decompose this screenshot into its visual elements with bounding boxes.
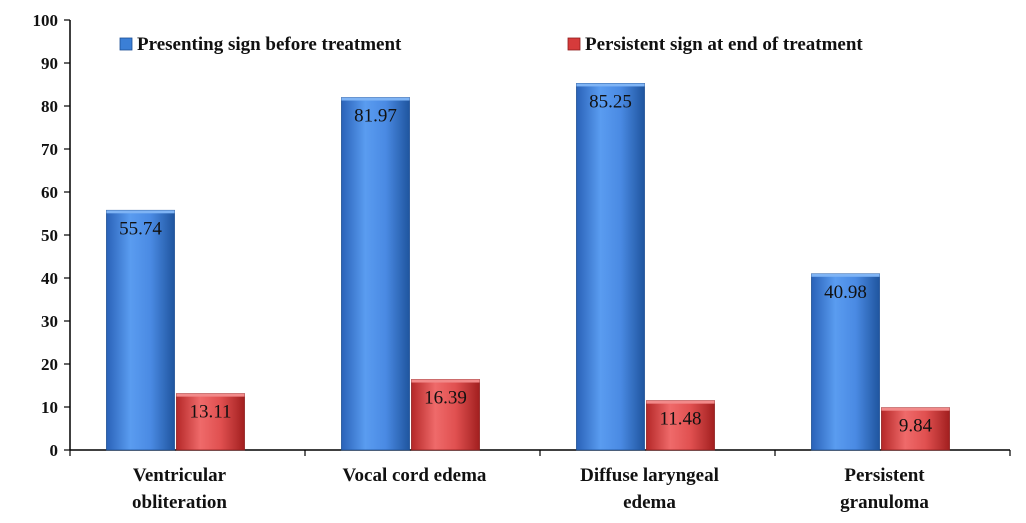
y-tick-label: 80 bbox=[41, 97, 58, 116]
y-tick-label: 20 bbox=[41, 355, 58, 374]
y-tick-label: 60 bbox=[41, 183, 58, 202]
y-tick-label: 70 bbox=[41, 140, 58, 159]
data-label: 13.11 bbox=[189, 402, 231, 423]
bar-top-cap bbox=[576, 83, 645, 87]
data-label: 40.98 bbox=[824, 282, 867, 303]
data-label: 55.74 bbox=[119, 218, 162, 239]
y-tick-label: 90 bbox=[41, 54, 58, 73]
bar-top-cap bbox=[341, 97, 410, 101]
data-label: 16.39 bbox=[424, 388, 467, 409]
legend-swatch bbox=[119, 37, 133, 51]
bar-before-treatment bbox=[106, 209, 175, 451]
x-tick-label: edema bbox=[623, 492, 676, 513]
y-tick-label: 100 bbox=[33, 11, 59, 30]
x-tick-label: granuloma bbox=[840, 492, 929, 513]
data-label: 85.25 bbox=[589, 91, 632, 112]
bar-top-cap bbox=[176, 393, 245, 397]
bar-end-of-treatment bbox=[646, 400, 715, 451]
bar-top-cap bbox=[646, 400, 715, 404]
x-tick-label: Ventricular bbox=[133, 465, 227, 486]
bar-before-treatment bbox=[341, 97, 410, 451]
bar-top-cap bbox=[811, 273, 880, 277]
bar-before-treatment bbox=[576, 83, 645, 451]
legend-item-before-treatment: Presenting sign before treatment bbox=[137, 34, 402, 55]
legend: Presenting sign before treatment Persiste… bbox=[119, 34, 863, 55]
bar-top-cap bbox=[106, 210, 175, 214]
data-labels-layer: 55.74 81.97 85.25 40.98 13.11 16.39 11.48 9.84 bbox=[119, 91, 933, 436]
data-label: 81.97 bbox=[354, 106, 397, 127]
bar-end-of-treatment bbox=[411, 379, 480, 451]
legend-swatch bbox=[567, 37, 581, 51]
x-tick-label: obliteration bbox=[132, 492, 227, 513]
y-tick-label: 50 bbox=[41, 226, 58, 245]
y-tick-label: 40 bbox=[41, 269, 58, 288]
bar-top-cap bbox=[881, 407, 950, 411]
x-tick-label: Persistent bbox=[844, 465, 925, 486]
axes-layer: 0 10 20 30 40 50 60 70 80 90 100 Ventricular obliter… bbox=[33, 11, 1011, 513]
x-tick-label: Diffuse laryngeal bbox=[580, 465, 719, 486]
y-tick-label: 10 bbox=[41, 398, 58, 417]
bar-top-cap bbox=[411, 379, 480, 383]
data-label: 9.84 bbox=[899, 416, 933, 437]
bar-end-of-treatment bbox=[176, 393, 245, 451]
bars-layer bbox=[106, 83, 950, 451]
bar-end-of-treatment bbox=[881, 407, 950, 451]
x-tick-label: Vocal cord edema bbox=[343, 465, 487, 486]
legend-item-end-of-treatment: Persistent sign at end of treatment bbox=[585, 34, 863, 55]
y-tick-label: 0 bbox=[50, 441, 59, 460]
data-label: 11.48 bbox=[659, 409, 701, 430]
y-tick-label: 30 bbox=[41, 312, 58, 331]
